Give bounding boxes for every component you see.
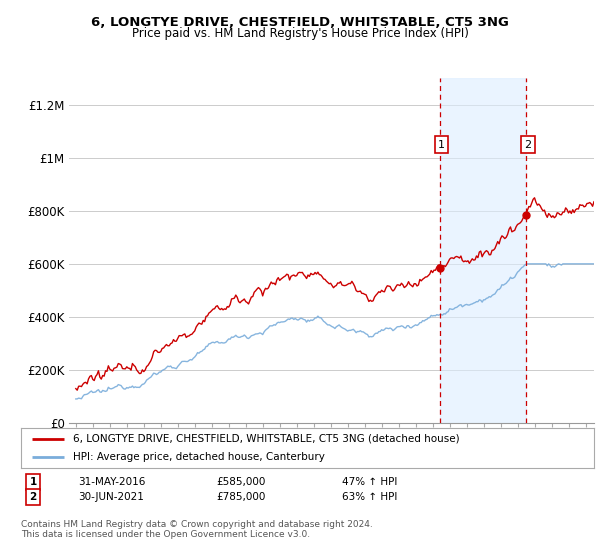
Text: 63% ↑ HPI: 63% ↑ HPI	[342, 492, 397, 502]
Text: 1: 1	[29, 477, 37, 487]
Text: 6, LONGTYE DRIVE, CHESTFIELD, WHITSTABLE, CT5 3NG: 6, LONGTYE DRIVE, CHESTFIELD, WHITSTABLE…	[91, 16, 509, 29]
Text: 2: 2	[29, 492, 37, 502]
Text: HPI: Average price, detached house, Canterbury: HPI: Average price, detached house, Cant…	[73, 452, 325, 462]
Text: 47% ↑ HPI: 47% ↑ HPI	[342, 477, 397, 487]
Text: 30-JUN-2021: 30-JUN-2021	[78, 492, 144, 502]
Text: 1: 1	[438, 139, 445, 150]
Text: 6, LONGTYE DRIVE, CHESTFIELD, WHITSTABLE, CT5 3NG (detached house): 6, LONGTYE DRIVE, CHESTFIELD, WHITSTABLE…	[73, 434, 459, 444]
Text: Contains HM Land Registry data © Crown copyright and database right 2024.
This d: Contains HM Land Registry data © Crown c…	[21, 520, 373, 539]
Text: £585,000: £585,000	[216, 477, 265, 487]
Bar	[440, 78, 526, 423]
Text: Price paid vs. HM Land Registry's House Price Index (HPI): Price paid vs. HM Land Registry's House …	[131, 27, 469, 40]
Text: 31-MAY-2016: 31-MAY-2016	[78, 477, 145, 487]
Text: £785,000: £785,000	[216, 492, 265, 502]
Text: 2: 2	[524, 139, 532, 150]
